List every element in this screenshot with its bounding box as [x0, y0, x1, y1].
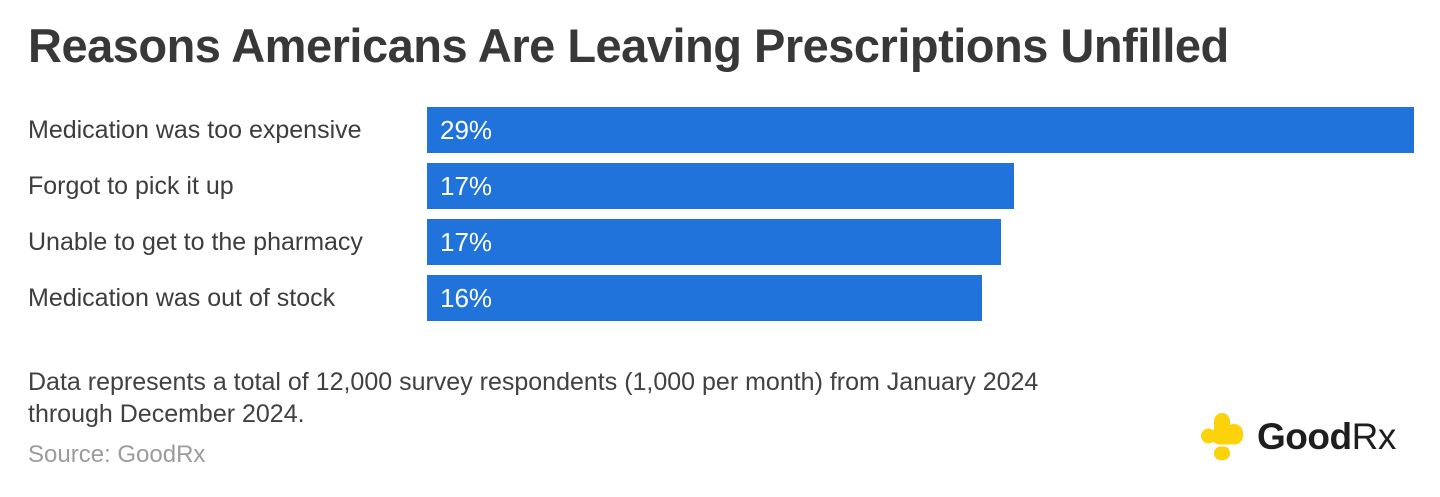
- goodrx-logo: GoodRx: [1201, 413, 1396, 460]
- page-title: Reasons Americans Are Leaving Prescripti…: [28, 19, 1229, 72]
- bar-track: 16%: [427, 275, 1414, 321]
- bar-track: 17%: [427, 219, 1414, 265]
- category-label: Medication was out of stock: [28, 283, 336, 312]
- bar: 16%: [427, 275, 982, 321]
- bar: 29%: [427, 107, 1414, 153]
- bar: 17%: [427, 163, 1015, 209]
- bar-track: 17%: [427, 163, 1414, 209]
- bar-value-label: 29%: [440, 114, 493, 145]
- category-label: Forgot to pick it up: [28, 171, 234, 200]
- bar: 17%: [427, 219, 1002, 265]
- bar-value-label: 16%: [440, 282, 493, 313]
- chart-row: Forgot to pick it up 17%: [28, 163, 1414, 209]
- source-label: Source: GoodRx: [28, 441, 206, 468]
- bar-value-label: 17%: [440, 226, 493, 257]
- goodrx-wordmark-good: Good: [1257, 416, 1352, 457]
- footnote-line-1: Data represents a total of 12,000 survey…: [28, 368, 1039, 396]
- goodrx-cross-icon: [1201, 413, 1243, 460]
- bar-value-label: 17%: [440, 170, 493, 201]
- chart-row: Medication was too expensive 29%: [28, 107, 1414, 153]
- chart-row: Medication was out of stock 16%: [28, 275, 1414, 321]
- footnote-line-2: through December 2024.: [28, 400, 305, 428]
- bar-track: 29%: [427, 107, 1414, 153]
- bar-chart: Medication was too expensive 29% Forgot …: [28, 107, 1414, 331]
- footnote: Data represents a total of 12,000 survey…: [28, 366, 1038, 430]
- category-label: Medication was too expensive: [28, 115, 362, 144]
- chart-row: Unable to get to the pharmacy 17%: [28, 219, 1414, 265]
- goodrx-wordmark: GoodRx: [1257, 418, 1396, 455]
- goodrx-wordmark-rx: Rx: [1351, 416, 1397, 457]
- category-label: Unable to get to the pharmacy: [28, 227, 363, 256]
